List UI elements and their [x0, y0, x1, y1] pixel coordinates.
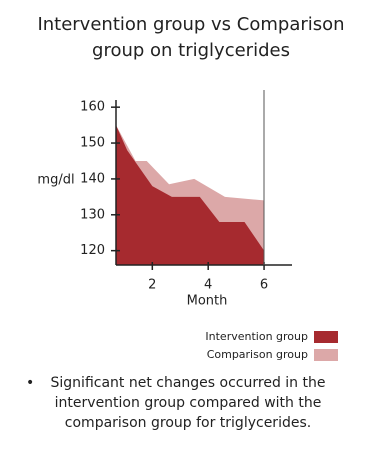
y-axis-label: mg/dl: [37, 173, 74, 188]
area: [116, 125, 265, 265]
legend-swatch: [314, 349, 338, 361]
y-tick-label: 150: [80, 136, 105, 151]
note: Significant net changes occurred in the …: [26, 373, 348, 433]
x-tick-label: 6: [260, 278, 268, 293]
y-tick-label: 140: [80, 171, 105, 186]
y-tick-label: 130: [80, 207, 105, 222]
x-tick-label: 2: [148, 278, 156, 293]
legend-label: Intervention group: [205, 330, 308, 343]
y-tick-label: 120: [80, 243, 105, 258]
x-tick-label: 4: [204, 278, 212, 293]
legend-swatch: [314, 331, 338, 343]
legend-label: Comparison group: [207, 348, 308, 361]
y-tick-label: 160: [80, 100, 105, 115]
x-axis-label: Month: [187, 294, 228, 309]
chart-title: Intervention group vs Comparison group o…: [37, 14, 345, 61]
